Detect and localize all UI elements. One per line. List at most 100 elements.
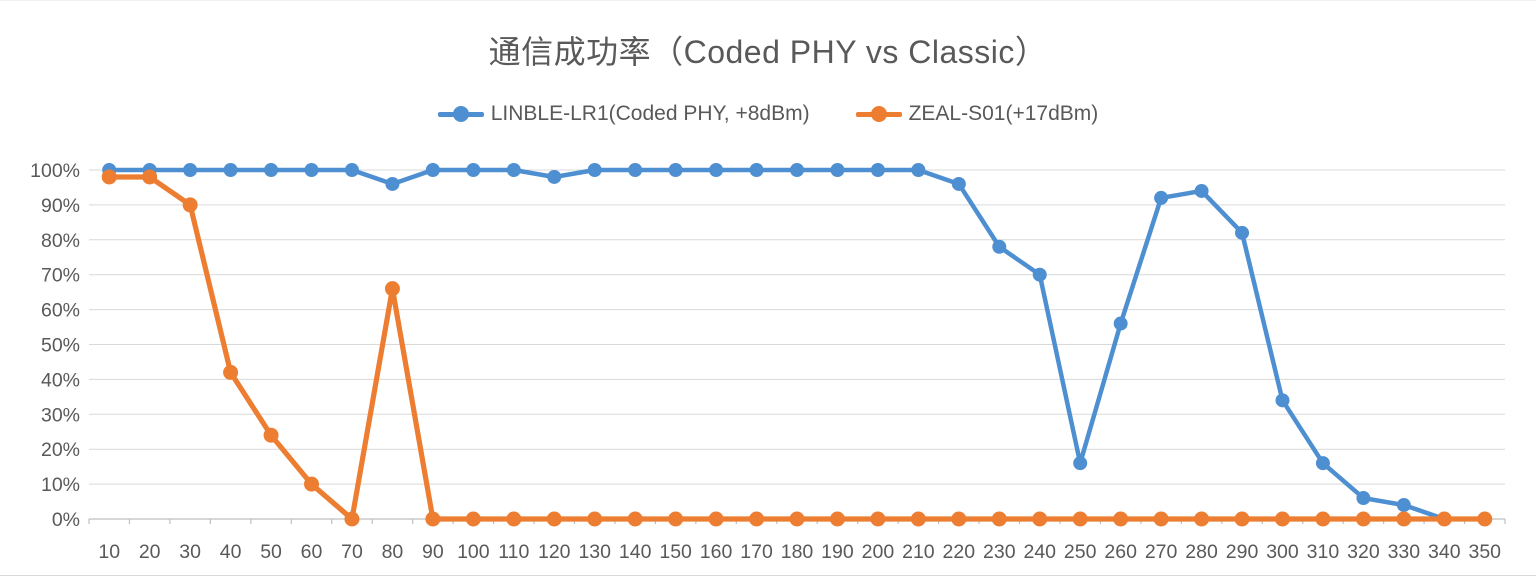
legend-item-1: ZEAL-S01(+17dBm) [855,102,1099,126]
y-tick-label: 50% [41,335,80,357]
data-point-series-0 [1235,225,1250,240]
data-point-series-0 [790,163,804,177]
legend-dot-icon [452,106,469,122]
x-tick-label: 90 [422,541,444,563]
x-tick-label: 220 [943,541,976,563]
chart-title: 通信成功率（Coded PHY vs Classic） [488,34,1048,70]
data-point-series-1 [951,511,967,527]
y-tick-label: 30% [41,404,80,426]
legend-line-marker-icon [855,106,902,122]
data-point-series-0 [506,163,521,177]
data-point-series-0 [1275,393,1290,408]
data-point-series-1 [506,511,522,527]
data-point-series-0 [1194,183,1209,198]
x-tick-label: 300 [1266,541,1299,563]
x-tick-label: 290 [1226,541,1259,563]
data-point-series-0 [628,163,643,177]
data-point-series-1 [1032,511,1048,527]
data-point-series-1 [1396,511,1412,527]
x-tick-label: 230 [983,541,1016,563]
data-point-series-0 [830,163,845,177]
x-tick-label: 150 [659,541,692,563]
data-point-series-1 [1194,511,1210,527]
page-bottom-divider [0,575,1536,576]
x-tick-label: 350 [1468,541,1501,563]
x-tick-label: 190 [821,541,854,563]
data-point-series-0 [183,163,198,177]
data-point-series-1 [1274,511,1290,527]
legend-label: LINBLE-LR1(Coded PHY, +8dBm) [490,102,810,125]
x-tick-label: 50 [260,541,282,563]
data-point-series-1 [1234,511,1250,527]
data-point-series-1 [870,511,886,527]
data-point-series-1 [1315,511,1331,527]
data-point-series-1 [384,281,400,297]
data-point-series-1 [1072,511,1088,527]
data-point-series-1 [708,511,724,527]
data-point-series-1 [991,511,1007,527]
series-line-1 [106,174,1488,522]
data-point-series-1 [304,476,320,492]
data-point-series-0 [1396,498,1411,513]
legend-line-marker-icon [437,106,484,122]
data-point-series-0 [587,163,602,177]
y-tick-label: 20% [41,439,80,461]
data-point-series-1 [546,511,562,527]
data-point-series-1 [668,511,684,527]
x-tick-label: 280 [1185,541,1218,563]
data-point-series-1 [101,169,117,185]
data-point-series-1 [587,511,603,527]
x-tick-label: 310 [1307,541,1340,563]
data-point-series-1 [223,364,239,380]
data-point-series-0 [992,239,1007,254]
data-point-series-1 [910,511,926,527]
data-point-series-1 [749,511,765,527]
data-point-series-0 [425,163,440,177]
y-tick-label: 40% [41,369,80,391]
x-tick-label: 130 [578,541,611,563]
data-point-series-0 [1113,316,1128,331]
data-point-series-0 [1356,491,1371,506]
legend-dot-icon [870,106,887,122]
data-point-series-0 [1315,456,1330,471]
x-tick-label: 240 [1023,541,1056,563]
legend: LINBLE-LR1(Coded PHY, +8dBm) ZEAL-S01(+17… [0,102,1536,126]
y-tick-label: 10% [41,474,80,496]
data-point-series-0 [870,163,885,177]
data-point-series-0 [1032,267,1047,282]
x-tick-label: 160 [700,541,733,563]
x-tick-label: 120 [538,541,571,563]
data-point-series-1 [1436,511,1452,527]
data-point-series-0 [951,176,966,191]
x-tick-label: 250 [1064,541,1097,563]
x-tick-label: 20 [139,541,161,563]
y-tick-label: 70% [41,265,80,287]
x-tick-label: 270 [1145,541,1178,563]
data-point-series-0 [223,163,238,177]
data-point-series-1 [344,511,360,527]
y-tick-label: 90% [41,195,80,217]
x-tick-label: 180 [781,541,814,563]
x-tick-label: 70 [341,541,363,563]
x-tick-label: 10 [98,541,120,563]
data-point-series-0 [547,169,562,184]
data-point-series-1 [1477,511,1493,527]
x-tick-label: 320 [1347,541,1380,563]
data-point-series-1 [829,511,845,527]
legend-label: ZEAL-S01(+17dBm) [908,102,1099,125]
data-point-series-1 [263,427,279,443]
data-point-series-1 [1355,511,1371,527]
data-point-series-0 [1073,456,1088,471]
legend-item-0: LINBLE-LR1(Coded PHY, +8dBm) [437,102,810,126]
x-tick-label: 140 [619,541,652,563]
x-tick-label: 200 [862,541,895,563]
y-tick-label: 0% [52,509,80,531]
x-tick-label: 40 [220,541,242,563]
data-point-series-1 [182,197,198,213]
data-point-series-1 [789,511,805,527]
y-tick-label: 100% [30,160,80,182]
x-tick-label: 260 [1104,541,1137,563]
data-point-series-0 [911,163,926,177]
data-point-series-1 [1153,511,1169,527]
